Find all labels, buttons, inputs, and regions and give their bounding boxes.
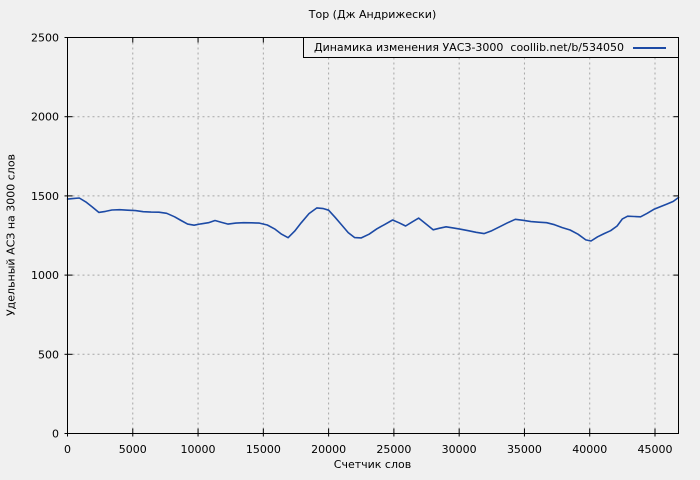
plot-frame <box>67 37 679 434</box>
x-tick-label: 0 <box>64 443 71 456</box>
y-tick-label: 2500 <box>31 32 59 45</box>
chart-title: Тор (Дж Андрижески) <box>308 8 437 21</box>
x-tick-label: 25000 <box>376 443 411 456</box>
x-tick-label: 45000 <box>638 443 673 456</box>
y-tick-label: 500 <box>38 348 59 361</box>
x-tick-label: 40000 <box>572 443 607 456</box>
y-tick-label: 1500 <box>31 190 59 203</box>
y-tick-label: 0 <box>52 428 59 441</box>
y-tick-label: 2000 <box>31 111 59 124</box>
y-tick-label: 1000 <box>31 269 59 282</box>
legend-series-label: Динамика изменения УАСЗ-3000 coollib.net… <box>314 41 624 54</box>
x-tick-label: 5000 <box>119 443 147 456</box>
legend-box: Динамика изменения УАСЗ-3000 coollib.net… <box>303 37 679 58</box>
x-tick-label: 15000 <box>246 443 281 456</box>
legend-line-sample-icon <box>633 46 666 49</box>
x-axis-label: Счетчик слов <box>333 458 412 471</box>
x-tick-label: 30000 <box>442 443 477 456</box>
data-series-line <box>66 196 680 242</box>
x-tick-label: 35000 <box>507 443 542 456</box>
x-tick-label: 10000 <box>181 443 216 456</box>
x-tick-label: 20000 <box>311 443 346 456</box>
